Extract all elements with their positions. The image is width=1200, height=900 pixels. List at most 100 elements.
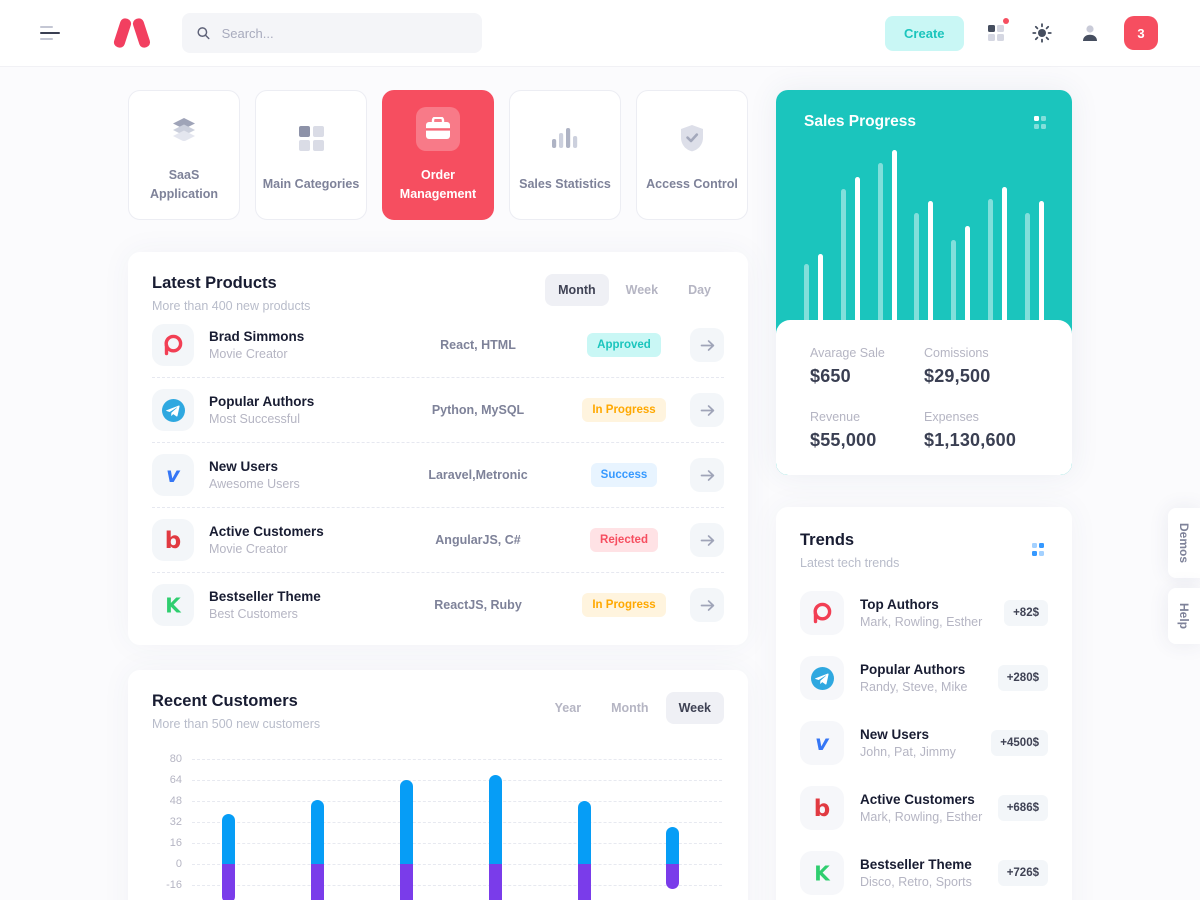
theme-toggle-button[interactable] <box>1028 19 1056 47</box>
trend-name[interactable]: Active Customers <box>860 792 975 807</box>
help-tab[interactable]: Help <box>1168 588 1200 645</box>
bar-negative <box>488 864 502 900</box>
trend-desc: Disco, Retro, Sports <box>860 875 972 889</box>
product-name[interactable]: New Users <box>209 459 279 474</box>
bar-current <box>818 253 823 320</box>
search-icon <box>197 27 210 40</box>
sun-icon <box>1032 23 1052 43</box>
product-row: v New Users Awesome Users Laravel,Metronic S… <box>152 443 724 508</box>
trend-name[interactable]: Bestseller Theme <box>860 857 972 872</box>
svg-text:v: v <box>166 463 181 487</box>
trends-panel: Trends Latest tech trends Top Authors Mar… <box>776 507 1072 900</box>
app-logo[interactable] <box>112 16 156 50</box>
bar-previous <box>914 213 920 320</box>
stat-value: $1,130,600 <box>924 430 1017 450</box>
user-menu-button[interactable] <box>1076 19 1104 47</box>
stat-label: Revenue <box>810 410 861 424</box>
row-arrow-button[interactable] <box>690 523 724 557</box>
row-arrow-button[interactable] <box>690 328 724 362</box>
bar-current <box>891 150 897 320</box>
trend-amount-badge: +4500$ <box>991 730 1048 756</box>
bar-negative <box>577 864 591 900</box>
notification-dot <box>1003 17 1009 24</box>
product-name[interactable]: Brad Simmons <box>209 329 305 344</box>
category-card-access-control[interactable]: Access Control <box>636 90 748 220</box>
status-badge: In Progress <box>582 593 666 617</box>
product-role: Awesome Users <box>209 477 300 491</box>
sales-progress-menu-button[interactable] <box>1030 112 1051 133</box>
recent-customers-subtitle: More than 500 new customers <box>152 717 321 731</box>
trend-amount-badge: +686$ <box>997 795 1048 821</box>
category-card-main-categories[interactable]: Main Categories <box>255 90 367 220</box>
trends-menu-button[interactable] <box>1028 539 1049 560</box>
gridline <box>192 885 722 886</box>
row-arrow-button[interactable] <box>690 588 724 622</box>
y-tick-label: 0 <box>175 857 182 870</box>
tab-week[interactable]: Week <box>665 692 724 724</box>
stat-cell: Revenue $55,000 <box>810 410 924 451</box>
category-card-label: Order Management <box>399 167 477 201</box>
category-card-label: Sales Statistics <box>519 177 611 192</box>
bar-positive <box>221 814 235 864</box>
category-card-sales-statistics[interactable]: Sales Statistics <box>509 90 621 220</box>
bar-negative <box>310 864 324 900</box>
bar-previous <box>988 199 994 320</box>
latest-products-panel: Latest Products More than 400 new produc… <box>128 252 748 645</box>
category-card-saas-application[interactable]: SaaS Application <box>128 90 240 220</box>
notifications-button[interactable]: 3 <box>1124 16 1158 50</box>
bar-pair <box>877 145 897 320</box>
stat-value: $29,500 <box>924 366 991 386</box>
demos-tab[interactable]: Demos <box>1168 508 1200 579</box>
create-button[interactable]: Create <box>885 15 964 51</box>
bar-pair <box>951 145 971 320</box>
product-name[interactable]: Popular Authors <box>209 394 315 409</box>
dots-icon <box>1033 116 1039 121</box>
bar-positive <box>310 799 324 864</box>
bar-previous <box>951 239 957 320</box>
svg-text:K: K <box>814 862 831 886</box>
stat-cell: Comissions $29,500 <box>924 346 1038 387</box>
category-card-order-management[interactable]: Order Management <box>382 90 494 220</box>
tab-day[interactable]: Day <box>688 283 711 297</box>
row-arrow-button[interactable] <box>690 393 724 427</box>
tab-month[interactable]: Month <box>545 274 609 306</box>
trend-name[interactable]: New Users <box>860 727 930 742</box>
menu-toggle-button[interactable] <box>40 25 62 41</box>
layers-icon <box>171 107 197 151</box>
gridline <box>192 801 722 802</box>
product-row: Brad Simmons Movie Creator React, HTML Appr… <box>152 313 724 378</box>
quick-panel-button[interactable] <box>984 17 1009 46</box>
bar-pair <box>840 145 860 320</box>
trend-amount-badge: +726$ <box>997 860 1048 886</box>
svg-text:b: b <box>814 796 830 820</box>
main-content: SaaS Application Main Categories Order Man… <box>128 90 1072 900</box>
tab-year[interactable]: Year <box>554 701 582 715</box>
product-name[interactable]: Active Customers <box>209 524 324 539</box>
trend-name[interactable]: Top Authors <box>860 597 939 612</box>
row-arrow-button[interactable] <box>690 458 724 492</box>
chart-bars-icon <box>552 116 578 160</box>
trend-name[interactable]: Popular Authors <box>860 662 966 677</box>
gridline <box>192 780 722 781</box>
trend-desc: Mark, Rowling, Esther <box>860 615 983 629</box>
hamburger-icon <box>40 25 53 29</box>
tab-month[interactable]: Month <box>611 701 649 715</box>
search-input[interactable] <box>219 24 468 42</box>
y-tick-label: -16 <box>166 878 182 891</box>
bar-previous <box>877 162 883 320</box>
bar-current <box>965 225 971 320</box>
category-card-label: SaaS Application <box>149 167 219 201</box>
stat-label: Comissions <box>924 346 989 360</box>
topbar: Create 3 <box>0 0 1200 67</box>
bar-negative <box>665 864 679 889</box>
bar-positive <box>577 801 591 864</box>
gridline <box>192 843 722 844</box>
logo-mark <box>112 17 133 49</box>
kickstarter-icon: K <box>800 851 844 895</box>
product-row: Popular Authors Most Successful Python, My… <box>152 378 724 443</box>
product-name[interactable]: Bestseller Theme <box>209 589 321 604</box>
tab-week[interactable]: Week <box>625 283 659 297</box>
search-box[interactable] <box>182 13 482 53</box>
bar-pair <box>988 145 1008 320</box>
apps-grid-icon <box>987 24 1004 42</box>
